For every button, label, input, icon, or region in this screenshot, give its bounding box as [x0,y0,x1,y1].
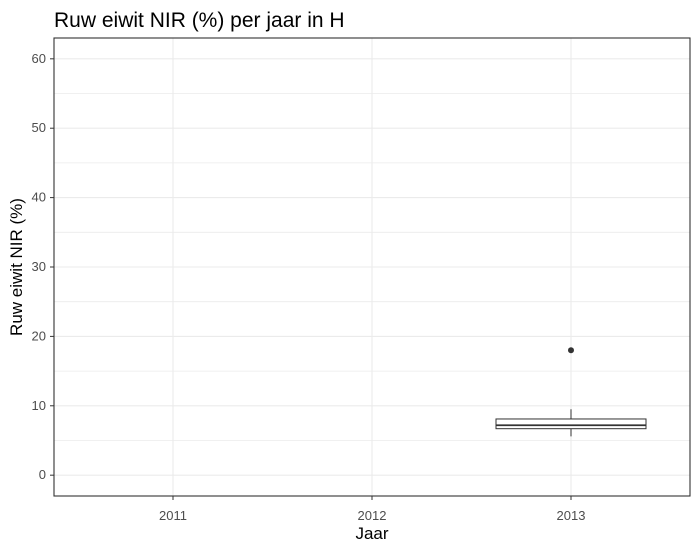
x-axis-title: Jaar [355,524,388,543]
y-tick-label-0: 0 [39,467,46,482]
y-tick-label-20: 20 [32,328,46,343]
box-2013 [495,418,647,430]
x-tick-label-2012: 2012 [358,508,387,523]
outlier-point-2013-0 [568,347,574,354]
x-tick-label-2013: 2013 [557,508,586,523]
y-tick-label-10: 10 [32,398,46,413]
y-tick-label-50: 50 [32,120,46,135]
y-tick-label-60: 60 [32,51,46,66]
plot-area: 0 10 20 30 40 50 60 2011 2012 2013 [32,37,691,523]
chart-title: Ruw eiwit NIR (%) per jaar in H [54,9,345,32]
y-tick-label-40: 40 [32,190,46,205]
y-tick-label-30: 30 [32,259,46,274]
plot-panel-border [53,37,691,497]
x-tick-label-2011: 2011 [159,508,187,523]
y-axis-title: Ruw eiwit NIR (%) [7,198,26,336]
